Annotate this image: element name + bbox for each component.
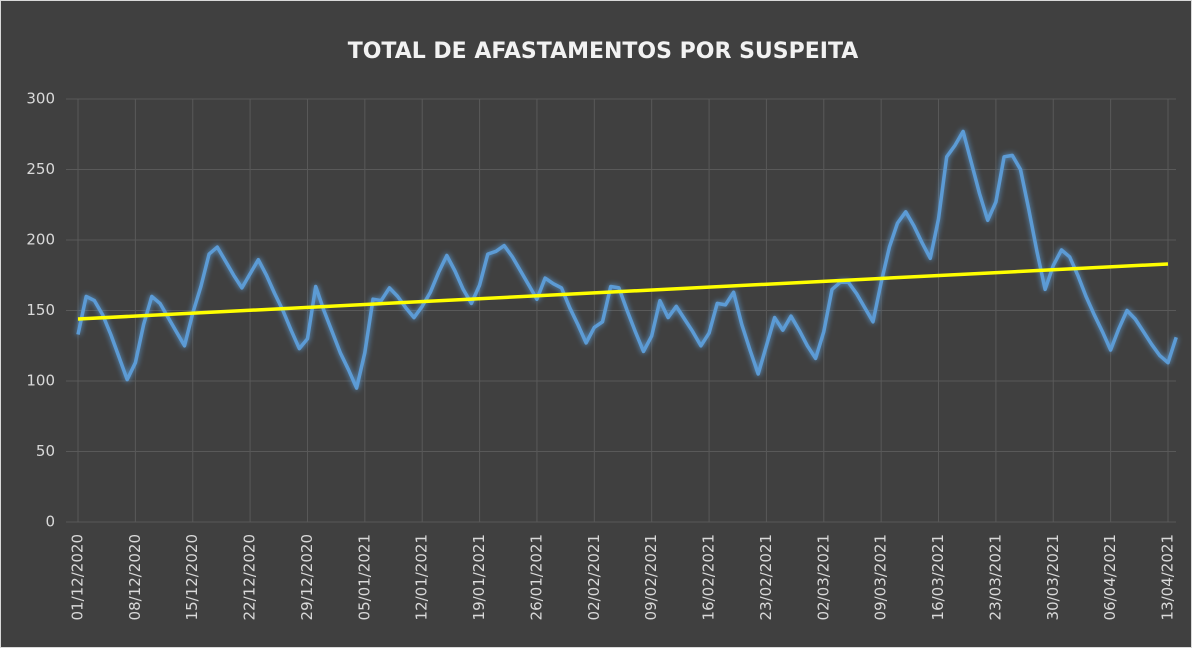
y-tick-label: 0: [45, 513, 55, 531]
x-tick-label: 29/12/2020: [298, 534, 316, 620]
y-tick-label: 300: [26, 90, 55, 108]
x-tick-label: 26/01/2021: [527, 534, 545, 620]
trend-line: [77, 262, 1169, 321]
y-tick-label: 50: [36, 442, 55, 460]
x-tick-label: 12/01/2021: [413, 534, 431, 620]
y-tick-label: 250: [26, 160, 55, 178]
y-tick-label: 150: [26, 301, 55, 319]
y-tick-label: 100: [26, 372, 55, 390]
y-tick-label: 200: [26, 231, 55, 249]
data-line: [76, 129, 1178, 390]
x-tick-label: 13/04/2021: [1159, 534, 1177, 620]
x-tick-label: 01/12/2020: [69, 534, 87, 620]
x-tick-label: 23/03/2021: [986, 534, 1004, 620]
x-tick-label: 22/12/2020: [241, 534, 259, 620]
x-tick-label: 09/02/2021: [642, 534, 660, 620]
x-tick-label: 02/03/2021: [814, 534, 832, 620]
x-tick-label: 05/01/2021: [355, 534, 373, 620]
x-tick-label: 06/04/2021: [1101, 534, 1119, 620]
x-tick-label: 08/12/2020: [126, 534, 144, 620]
x-tick-label: 23/02/2021: [757, 534, 775, 620]
x-tick-label: 15/12/2020: [183, 534, 201, 620]
x-tick-label: 02/02/2021: [585, 534, 603, 620]
x-tick-label: 09/03/2021: [872, 534, 890, 620]
x-tick-label: 16/02/2021: [700, 534, 718, 620]
x-tick-label: 30/03/2021: [1044, 534, 1062, 620]
chart-title: TOTAL DE AFASTAMENTOS POR SUSPEITA: [348, 39, 859, 64]
x-tick-label: 19/01/2021: [470, 534, 488, 620]
x-tick-label: 16/03/2021: [929, 534, 947, 620]
